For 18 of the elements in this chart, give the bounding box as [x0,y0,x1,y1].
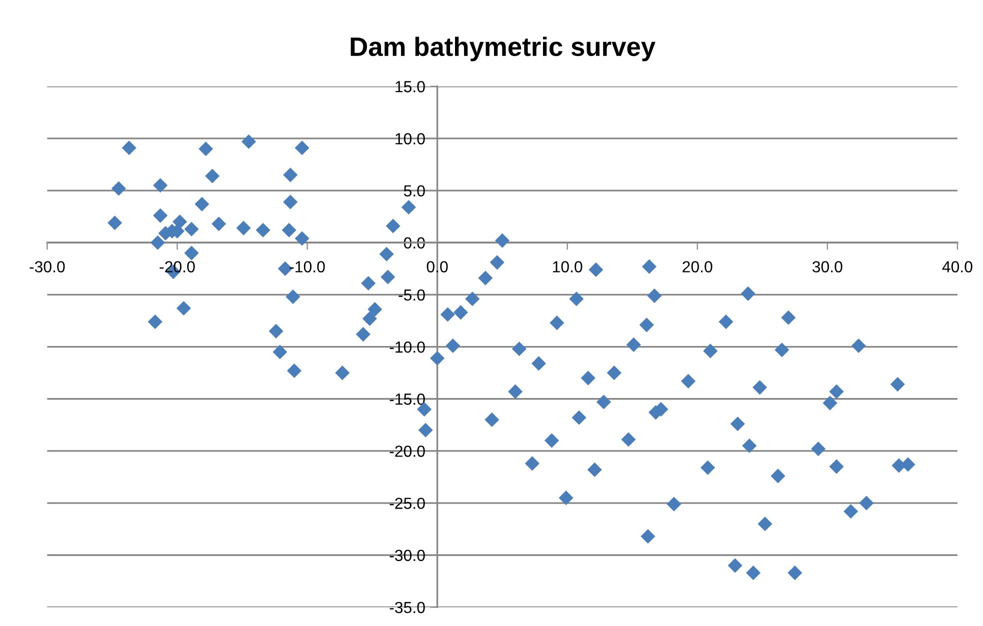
y-tick-label: -15.0 [390,394,425,405]
y-tick-label: -35.0 [390,602,425,614]
x-tick-label: 40.0 [942,261,972,272]
y-tick-label: -25.0 [390,498,425,509]
y-tick-label: -5.0 [398,289,425,301]
y-tick-label: 10.0 [396,133,425,144]
y-tick-label: -10.0 [390,341,425,353]
chart-title: Dam bathymetric survey [350,36,656,62]
x-tick-label: 0.0 [426,261,448,272]
y-tick-label: -30.0 [390,550,425,562]
x-tick-label: 30.0 [812,261,842,272]
x-tick-label: -30.0 [30,261,65,272]
x-tick-label: 20.0 [682,261,712,272]
x-tick-label: 10.0 [553,261,582,272]
y-tick-label: 15.0 [396,81,425,92]
y-tick-label: -20.0 [390,446,425,457]
y-tick-label: 5.0 [404,185,425,196]
x-tick-label: -10.0 [290,261,325,272]
